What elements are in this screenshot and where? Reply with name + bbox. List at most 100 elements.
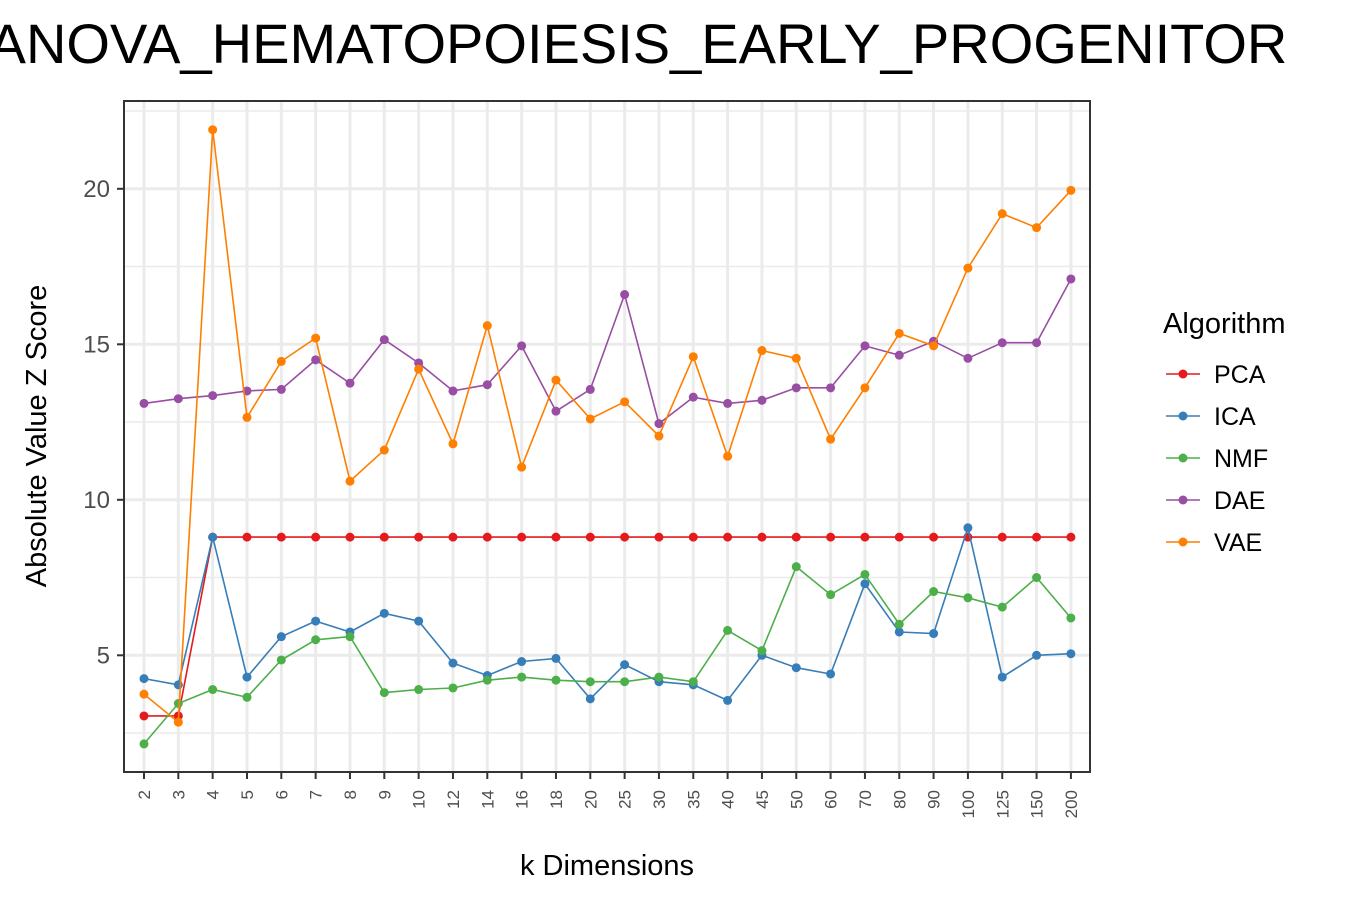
data-point-vae: [551, 375, 561, 385]
data-point-ica: [414, 616, 424, 626]
data-point-vae: [894, 328, 904, 338]
data-point-ica: [1032, 650, 1042, 660]
legend-item-dae: DAE: [1166, 487, 1265, 515]
legend-title: Algorithm: [1163, 308, 1286, 340]
data-point-ica: [448, 658, 458, 668]
data-point-vae: [517, 462, 527, 472]
y-tick-label: 20: [83, 176, 110, 203]
data-point-dae: [997, 338, 1007, 348]
data-point-ica: [139, 674, 149, 684]
data-point-dae: [208, 391, 218, 401]
data-point-nmf: [482, 675, 492, 685]
data-point-nmf: [791, 562, 801, 572]
data-point-nmf: [311, 635, 321, 645]
data-point-vae: [654, 431, 664, 441]
data-point-ica: [311, 616, 321, 626]
legend: Algorithm PCA ICA NMF DAE VAE: [1163, 308, 1286, 557]
data-point-dae: [688, 392, 698, 402]
legend-item-pca: PCA: [1166, 361, 1266, 389]
data-point-vae: [963, 263, 973, 273]
x-tick-label: 50: [787, 790, 806, 809]
data-point-vae: [414, 364, 424, 374]
legend-item-vae: VAE: [1166, 529, 1262, 557]
data-point-nmf: [551, 675, 561, 685]
data-point-ica: [379, 608, 389, 618]
x-axis: 2 3 4 5 6 7 8 9 10 12 14 16 18 20 25 30 35 40 45 50 60 70 80 90…: [135, 772, 1081, 818]
x-tick-label: 6: [272, 790, 291, 799]
data-point-nmf: [723, 625, 733, 635]
x-tick-label: 16: [513, 790, 532, 809]
data-point-ica: [276, 632, 286, 642]
data-point-pca: [379, 532, 389, 542]
data-point-pca: [414, 532, 424, 542]
x-tick-label: 25: [616, 790, 635, 809]
data-point-pca: [723, 532, 733, 542]
x-tick-label: 14: [478, 790, 497, 809]
data-point-vae: [929, 341, 939, 351]
data-point-nmf: [242, 692, 252, 702]
series-line-nmf: [143, 565, 1072, 745]
data-point-ica: [997, 672, 1007, 682]
series-pca: [139, 532, 1076, 721]
data-point-ica: [791, 663, 801, 673]
data-point-vae: [1032, 223, 1042, 233]
data-point-ica: [208, 532, 218, 542]
data-point-nmf: [345, 632, 355, 642]
data-point-pca: [345, 532, 355, 542]
series-vae: [139, 125, 1076, 727]
data-point-dae: [379, 335, 389, 345]
legend-label: VAE: [1214, 529, 1262, 557]
data-point-dae: [963, 353, 973, 363]
data-point-vae: [379, 445, 389, 455]
data-point-vae: [311, 333, 321, 343]
x-tick-label: 80: [890, 790, 909, 809]
data-point-dae: [654, 419, 664, 429]
data-point-pca: [585, 532, 595, 542]
data-point-pca: [688, 532, 698, 542]
data-point-ica: [242, 672, 252, 682]
legend-label: PCA: [1214, 361, 1266, 389]
data-point-ica: [826, 669, 836, 679]
x-tick-label: 10: [410, 790, 429, 809]
data-point-pca: [860, 532, 870, 542]
data-point-nmf: [414, 685, 424, 695]
x-tick-label: 60: [822, 790, 841, 809]
data-point-pca: [551, 532, 561, 542]
data-point-dae: [723, 398, 733, 408]
data-point-pca: [826, 532, 836, 542]
x-tick-label: 90: [925, 790, 944, 809]
series-layer: [139, 125, 1076, 749]
data-point-dae: [345, 378, 355, 388]
legend-label: ICA: [1214, 403, 1256, 431]
data-point-vae: [585, 414, 595, 424]
x-tick-label: 5: [238, 790, 257, 799]
data-point-vae: [208, 125, 218, 135]
data-point-dae: [551, 406, 561, 416]
data-point-pca: [620, 532, 630, 542]
x-tick-label: 20: [581, 790, 600, 809]
x-tick-label: 8: [341, 790, 360, 799]
data-point-ica: [1066, 649, 1076, 659]
data-point-ica: [963, 523, 973, 533]
x-tick-label: 35: [684, 790, 703, 809]
minor-gridlines: [124, 110, 1090, 734]
data-point-dae: [517, 341, 527, 351]
data-point-vae: [723, 451, 733, 461]
data-point-pca: [1032, 532, 1042, 542]
data-point-pca: [929, 532, 939, 542]
legend-key-point: [1178, 537, 1188, 547]
data-point-ica: [894, 627, 904, 637]
data-point-pca: [791, 532, 801, 542]
data-point-nmf: [894, 619, 904, 629]
data-point-dae: [1066, 274, 1076, 284]
series-line-vae: [143, 129, 1072, 724]
data-point-pca: [757, 532, 767, 542]
data-point-nmf: [585, 677, 595, 687]
data-point-vae: [242, 412, 252, 422]
data-point-vae: [860, 383, 870, 393]
chart-title: ANOVA_HEMATOPOIESIS_EARLY_PROGENITOR: [0, 12, 1287, 75]
data-point-ica: [723, 695, 733, 705]
x-tick-label: 200: [1062, 790, 1081, 818]
data-point-nmf: [448, 683, 458, 693]
